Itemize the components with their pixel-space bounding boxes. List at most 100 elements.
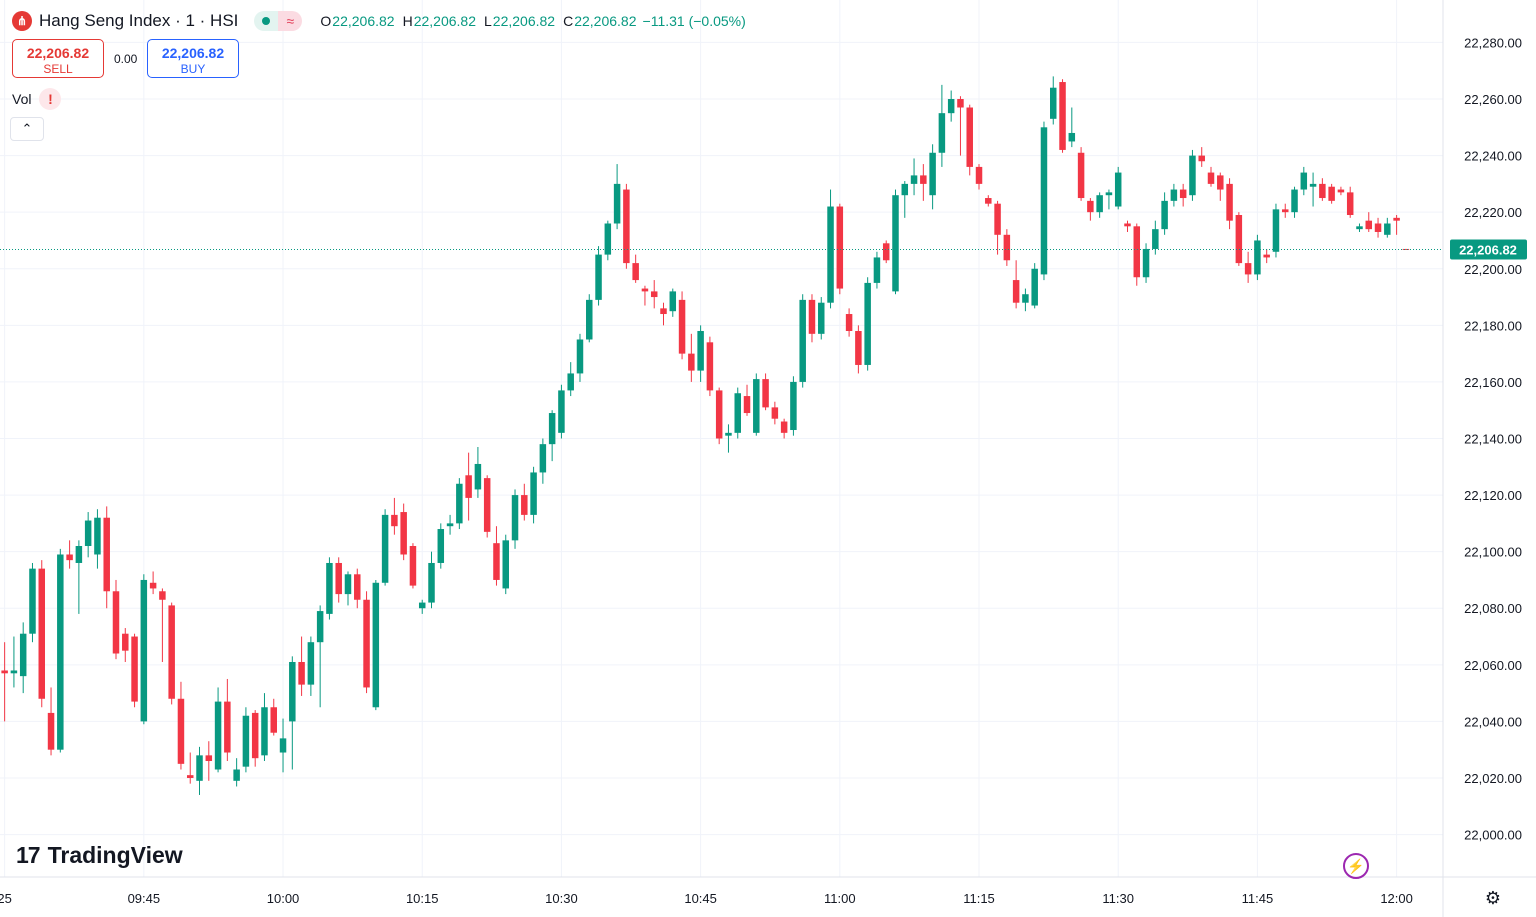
collapse-legend-button[interactable]: ⌃ xyxy=(10,117,44,141)
candle-body xyxy=(326,562,333,614)
candle-body xyxy=(845,314,853,331)
candle-body xyxy=(882,243,890,261)
candle-body xyxy=(1272,209,1280,252)
candle-body xyxy=(975,166,983,184)
time-tick-label: 11:30 xyxy=(1102,891,1134,906)
time-tick-label: 12:00 xyxy=(1380,891,1413,906)
price-tick-label: 22,160.00 xyxy=(1464,375,1522,390)
candle-body xyxy=(122,633,129,651)
candle-body xyxy=(75,546,83,563)
candle-body xyxy=(168,605,175,699)
candle-body xyxy=(1309,183,1317,187)
candle-body xyxy=(1207,172,1215,184)
low-value: 22,206.82 xyxy=(492,13,556,29)
candle-body xyxy=(418,602,426,609)
candle-body xyxy=(1022,294,1029,303)
candle-body xyxy=(613,183,621,224)
candle-body xyxy=(586,299,593,340)
price-tick-label: 22,100.00 xyxy=(1464,545,1522,560)
candle-body xyxy=(688,353,695,371)
candle-body xyxy=(1217,175,1224,190)
candle-body xyxy=(1337,189,1345,193)
last-price-label: 22,206.82 xyxy=(1459,242,1517,257)
candle-body xyxy=(1068,132,1076,142)
candle-body xyxy=(558,390,565,433)
candle-body xyxy=(1384,223,1391,235)
candle-body xyxy=(10,670,18,674)
candle-body xyxy=(94,517,101,555)
spread-value: 0.00 xyxy=(114,52,138,66)
candle-body xyxy=(576,339,584,374)
candle-body xyxy=(1244,263,1252,275)
time-tick-label: 11:45 xyxy=(1242,891,1274,906)
candle-body xyxy=(548,413,556,445)
candle-body xyxy=(149,582,157,589)
candle-body xyxy=(112,591,120,654)
candle-body xyxy=(493,543,500,580)
price-tick-label: 22,240.00 xyxy=(1464,149,1522,164)
candle-body xyxy=(298,661,305,685)
market-open-icon xyxy=(254,11,279,31)
buy-button[interactable]: 22,206.82 BUY xyxy=(147,39,239,78)
price-tick-label: 22,260.00 xyxy=(1464,92,1522,107)
open-label: O xyxy=(320,13,332,29)
candle-body xyxy=(938,113,946,153)
candle-body xyxy=(1402,248,1410,250)
candle-body xyxy=(1319,183,1326,199)
candle-body xyxy=(103,517,110,592)
ohlc-values: O 22,206.82 H 22,206.82 L 22,206.82 C 22,206… xyxy=(320,13,636,29)
low-label: L xyxy=(484,13,492,29)
candle-body xyxy=(1374,223,1382,232)
time-tick-label: 10:15 xyxy=(406,891,439,906)
price-tick-label: 22,220.00 xyxy=(1464,205,1522,220)
candle-body xyxy=(140,579,148,722)
candle-body xyxy=(446,523,454,527)
market-status[interactable]: ≈ xyxy=(254,11,303,31)
candle-body xyxy=(289,661,296,722)
candle-body xyxy=(734,393,741,433)
candle-body xyxy=(808,299,816,334)
candle-body xyxy=(465,475,472,498)
symbol-title[interactable]: Hang Seng Index · 1 · HSI xyxy=(39,11,239,30)
warning-icon[interactable]: ! xyxy=(39,88,62,110)
candle-body xyxy=(84,520,92,547)
candle-body xyxy=(1161,200,1168,230)
tradingview-logo[interactable]: 17 TradingView xyxy=(16,842,183,869)
candle-body xyxy=(1040,127,1048,275)
candle-body xyxy=(1300,172,1308,190)
candle-body xyxy=(697,330,704,371)
price-tick-label: 22,140.00 xyxy=(1464,432,1522,447)
candle-body xyxy=(985,198,992,204)
price-tick-label: 22,200.00 xyxy=(1464,262,1522,277)
candle-body xyxy=(242,715,250,767)
candle-body xyxy=(836,206,844,289)
candle-body xyxy=(678,299,686,354)
candle-body xyxy=(1,670,8,674)
price-change: −11.31 (−0.05%) xyxy=(642,13,746,29)
sell-button[interactable]: 22,206.82 SELL xyxy=(12,39,104,78)
candle-body xyxy=(1114,172,1122,207)
bolt-icon[interactable]: ⚡ xyxy=(1343,853,1369,879)
candle-body xyxy=(762,379,769,408)
candle-body xyxy=(251,712,259,759)
candle-body xyxy=(307,642,315,685)
settings-gear-icon[interactable]: ⚙ xyxy=(1484,887,1502,908)
candle-body xyxy=(261,707,268,756)
candle-body xyxy=(437,529,445,563)
candle-body xyxy=(715,390,723,439)
candle-body xyxy=(502,540,509,589)
candle-body xyxy=(177,698,185,764)
candle-body xyxy=(873,257,881,283)
high-label: H xyxy=(402,13,413,29)
candle-body xyxy=(929,152,936,196)
buy-price: 22,206.82 xyxy=(161,45,225,61)
candle-body xyxy=(920,175,927,184)
candle-body xyxy=(1226,183,1233,221)
data-delay-icon: ≈ xyxy=(278,11,303,31)
candle-body xyxy=(1087,200,1094,213)
volume-indicator[interactable]: Vol ! xyxy=(12,88,62,110)
time-tick-label: 10:45 xyxy=(684,891,717,906)
candle-body xyxy=(1133,226,1141,278)
time-tick-label: 10:00 xyxy=(267,891,300,906)
